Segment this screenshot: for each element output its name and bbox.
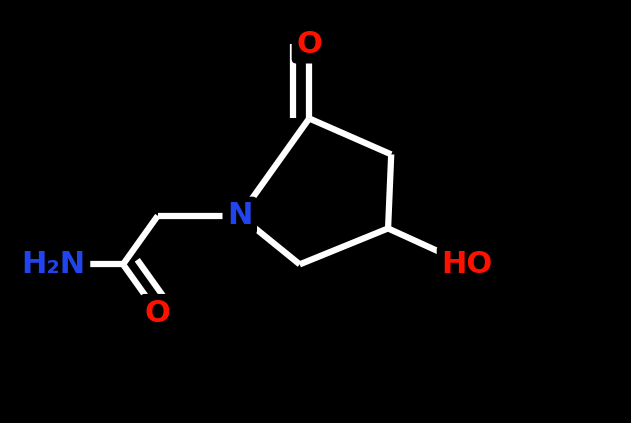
Text: O: O	[296, 30, 322, 59]
Text: O: O	[144, 299, 171, 327]
Text: HO: HO	[441, 250, 493, 279]
Text: H₂N: H₂N	[21, 250, 86, 279]
Text: O: O	[296, 30, 322, 59]
Text: H₂N: H₂N	[21, 250, 86, 279]
Text: N: N	[227, 201, 252, 230]
Text: N: N	[227, 201, 252, 230]
Text: O: O	[144, 299, 171, 327]
Text: HO: HO	[441, 250, 493, 279]
